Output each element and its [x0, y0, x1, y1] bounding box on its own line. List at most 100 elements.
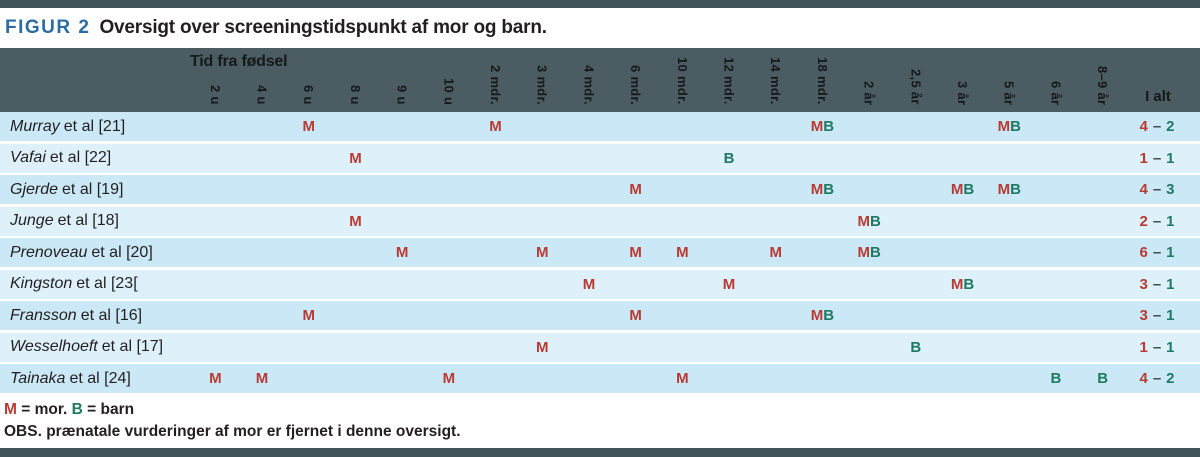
screening-cell: B: [893, 333, 940, 362]
screening-cell: [986, 207, 1033, 236]
screening-cell: [799, 364, 846, 393]
total-child-count: 2: [1166, 118, 1175, 135]
total-mother-count: 6: [1139, 244, 1148, 261]
screening-cell: [426, 270, 473, 299]
mother-mark: M: [857, 244, 870, 261]
screening-cell: [939, 144, 986, 173]
column-header-label: 6 mdr.: [628, 64, 644, 105]
screening-cell: M: [285, 112, 332, 141]
screening-cell: B: [1079, 364, 1126, 393]
study-label: Gjerde et al [19]: [0, 175, 192, 204]
child-mark: B: [869, 212, 881, 230]
screening-cell: [285, 238, 332, 267]
mother-mark: M: [857, 212, 870, 230]
mother-mark: M: [582, 275, 596, 293]
total-separator: –: [1152, 149, 1162, 167]
screening-cell: [752, 175, 799, 204]
screening-cell: B: [706, 144, 753, 173]
screening-cell: [612, 207, 659, 236]
screening-cell: [332, 301, 379, 330]
header-spacer: [0, 48, 192, 112]
screening-cell: [472, 333, 519, 362]
study-name: Tainaka: [10, 369, 66, 387]
total-child-count: 3: [1166, 181, 1175, 198]
study-name: Junge: [10, 212, 54, 229]
screening-cell: [799, 207, 846, 236]
screening-cell: [846, 270, 893, 299]
child-mark: B: [823, 307, 835, 324]
screening-cell: [893, 207, 940, 236]
screening-cell: [612, 112, 659, 141]
screening-cell: [893, 270, 940, 299]
screening-cell: [379, 301, 426, 330]
screening-cell: [799, 144, 846, 173]
screening-cell: [239, 144, 286, 173]
column-header-label: 2 mdr.: [488, 64, 504, 105]
column-header-label: 6 u: [301, 85, 317, 105]
screening-cell: [612, 144, 659, 173]
column-header-label: 9 u: [394, 85, 410, 105]
total-separator: –: [1152, 307, 1162, 324]
screening-cell: [472, 301, 519, 330]
mother-mark: M: [676, 244, 689, 261]
screening-cell: [659, 144, 706, 173]
screening-cell: [239, 175, 286, 204]
column-header-label: 2,5 år: [908, 69, 924, 105]
screening-cell: [939, 112, 986, 141]
column-header-label: 6 år: [1048, 80, 1064, 105]
screening-cell: [426, 175, 473, 204]
study-label: Wesselhoeft et al [17]: [0, 333, 192, 362]
screening-cell: [1079, 301, 1126, 330]
study-label: Prenoveau et al [20]: [0, 238, 192, 267]
total-cell: 6–1: [1126, 238, 1200, 267]
child-mark: B: [910, 338, 922, 356]
screening-cell: [612, 333, 659, 362]
screening-cell: [332, 364, 379, 393]
screening-cell: [1033, 301, 1080, 330]
study-label: Tainaka et al [24]: [0, 364, 192, 393]
total-cell: 4–2: [1126, 112, 1200, 141]
screening-cell: [426, 301, 473, 330]
total-separator: –: [1152, 244, 1162, 261]
screening-cell: [379, 112, 426, 141]
screening-cell: [519, 207, 566, 236]
mother-mark: M: [489, 118, 502, 135]
study-suffix: et al [22]: [49, 149, 112, 166]
mother-mark: M: [997, 118, 1011, 135]
screening-cell: M: [612, 301, 659, 330]
screening-cell: [332, 112, 379, 141]
screening-cell: [846, 112, 893, 141]
column-header: 14 mdr.: [752, 48, 799, 112]
column-header-label: 2 år: [861, 80, 877, 105]
screening-cell: [285, 207, 332, 236]
mother-mark: M: [950, 181, 964, 198]
total-child-count: 1: [1166, 212, 1175, 230]
table-header-band: Tid fra fødsel 2 u 4 u 6 u 8 u 9 u 10 u …: [0, 48, 1200, 112]
screening-cell: [1079, 207, 1126, 236]
screening-cell: [192, 301, 239, 330]
screening-cell: [846, 364, 893, 393]
child-mark: B: [823, 118, 835, 135]
screening-cell: [472, 364, 519, 393]
screening-cell: M: [612, 175, 659, 204]
column-header-label: 2 u: [207, 85, 223, 105]
screening-cell: [1079, 175, 1126, 204]
screening-cell: [659, 301, 706, 330]
screening-cell: [1033, 207, 1080, 236]
mother-mark: M: [349, 149, 362, 167]
mother-mark: M: [676, 370, 689, 387]
screening-cell: [192, 238, 239, 267]
figure-title: Oversigt over screeningstidspunkt af mor…: [99, 17, 547, 38]
screening-cell: [519, 270, 566, 299]
column-header-label: 10 u: [441, 77, 457, 105]
screening-cell: [566, 112, 613, 141]
column-header-label: 8 u: [347, 85, 363, 105]
screening-cell: M: [192, 364, 239, 393]
figure-footer: M = mor. B = barn OBS. prænatale vurderi…: [0, 393, 1200, 443]
child-mark: B: [963, 275, 975, 293]
